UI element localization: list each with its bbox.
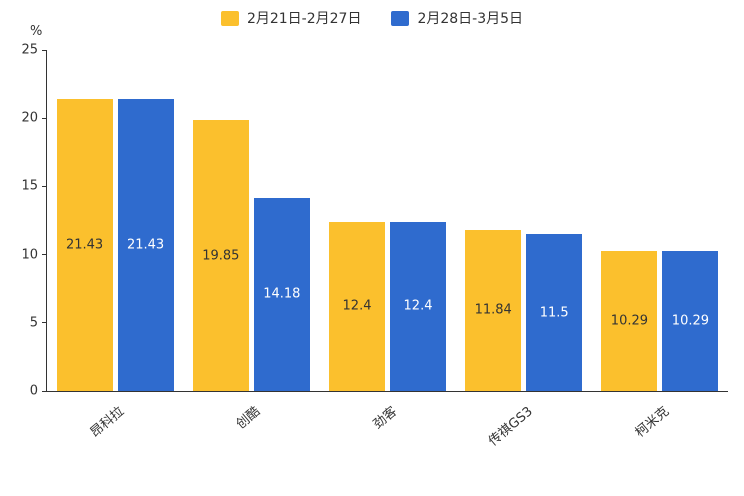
legend-swatch-series2 — [391, 10, 410, 26]
y-axis-unit-label: % — [30, 24, 43, 39]
plot-area: 0 5 10 15 20 25 21.43 21.43 昂科拉 19.85 14.18 创酷 12.4… — [21, 43, 728, 449]
legend: 2月21日-2月27日 2月28日-3月5日 — [0, 8, 744, 28]
y-tick-mark — [42, 49, 47, 51]
bar-value-label: 19.85 — [202, 248, 240, 264]
bar-series2[interactable]: 14.18 — [253, 197, 310, 391]
x-axis-label: 创酷 — [233, 404, 264, 433]
bar-value-label: 12.4 — [342, 298, 372, 314]
bar-series1[interactable]: 21.43 — [56, 98, 113, 391]
bar-group: 12.4 12.4 劲客 — [319, 50, 455, 432]
x-axis-label: 柯米克 — [632, 404, 673, 441]
x-axis-label: 昂科拉 — [87, 404, 128, 441]
y-tick-mark — [42, 322, 47, 324]
y-tick-label: 5 — [29, 315, 38, 331]
y-tick-mark — [42, 185, 47, 187]
bar-series2[interactable]: 11.5 — [526, 234, 583, 391]
bar-series1[interactable]: 12.4 — [329, 221, 385, 391]
y-tick-label: 20 — [21, 110, 38, 126]
legend-label-series2: 2月28日-3月5日 — [417, 11, 524, 27]
bar-series2[interactable]: 12.4 — [390, 221, 446, 391]
y-tick-label: 0 — [29, 383, 38, 399]
bar-series1[interactable]: 10.29 — [601, 250, 658, 391]
bar-value-label: 21.43 — [65, 237, 104, 253]
bar-series1[interactable]: 19.85 — [192, 120, 249, 391]
bar-series1[interactable]: 11.84 — [465, 229, 522, 391]
bar-value-label: 10.29 — [671, 313, 710, 329]
bar-value-label: 21.43 — [126, 237, 165, 253]
bar-group: 21.43 21.43 昂科拉 — [47, 50, 183, 441]
bar-series2[interactable]: 10.29 — [662, 250, 719, 391]
y-tick-mark — [42, 254, 47, 256]
bar-series2[interactable]: 21.43 — [117, 98, 174, 391]
legend-item-series1[interactable]: 2月21日-2月27日 — [220, 8, 362, 28]
x-axis-label: 劲客 — [370, 404, 400, 433]
legend-label-series1: 2月21日-2月27日 — [246, 11, 362, 27]
bar-groups: 21.43 21.43 昂科拉 19.85 14.18 创酷 12.4 12.4 劲客 11.84… — [47, 50, 728, 449]
bar-value-label: 12.4 — [403, 298, 433, 314]
bar-value-label: 14.18 — [263, 286, 301, 302]
bar-value-label: 11.5 — [539, 305, 569, 321]
y-tick-label: 15 — [21, 178, 38, 194]
legend-item-series2[interactable]: 2月28日-3月5日 — [391, 8, 523, 28]
bar-group: 10.29 10.29 柯米克 — [592, 50, 728, 441]
bar-value-label: 11.84 — [474, 302, 512, 318]
x-axis-label: 传祺GS3 — [485, 404, 536, 450]
bar-group: 11.84 11.5 传祺GS3 — [456, 50, 592, 449]
y-tick-label: 25 — [21, 42, 38, 58]
bar-value-label: 10.29 — [610, 313, 649, 329]
legend-swatch-series1 — [220, 10, 239, 26]
bar-group: 19.85 14.18 创酷 — [183, 50, 319, 432]
y-tick-label: 10 — [21, 247, 38, 263]
y-tick-mark — [42, 390, 47, 392]
y-tick-mark — [42, 117, 47, 119]
